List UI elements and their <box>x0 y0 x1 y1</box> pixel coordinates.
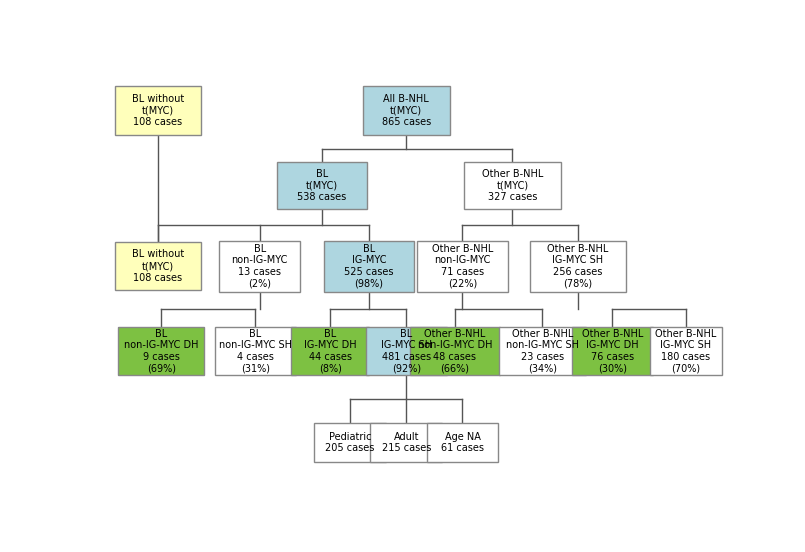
Text: BL
IG-MYC SH
481 cases
(92%): BL IG-MYC SH 481 cases (92%) <box>381 328 432 373</box>
Bar <box>410 327 500 375</box>
Bar <box>314 423 386 461</box>
Text: BL
IG-MYC DH
44 cases
(8%): BL IG-MYC DH 44 cases (8%) <box>304 328 357 373</box>
Text: Other B-NHL
IG-MYC SH
180 cases
(70%): Other B-NHL IG-MYC SH 180 cases (70%) <box>655 328 716 373</box>
Bar <box>215 327 296 375</box>
Bar <box>370 423 442 461</box>
Text: Other B-NHL
IG-MYC DH
76 cases
(30%): Other B-NHL IG-MYC DH 76 cases (30%) <box>581 328 643 373</box>
Bar <box>530 241 626 291</box>
Text: BL
non-IG-MYC SH
4 cases
(31%): BL non-IG-MYC SH 4 cases (31%) <box>219 328 292 373</box>
Text: BL without
t(MYC)
108 cases: BL without t(MYC) 108 cases <box>132 250 184 283</box>
Text: Pediatric
205 cases: Pediatric 205 cases <box>325 432 375 453</box>
Bar <box>417 241 508 291</box>
Bar <box>572 327 653 375</box>
Bar <box>498 327 586 375</box>
Bar <box>427 423 498 461</box>
Text: BL
t(MYC)
538 cases: BL t(MYC) 538 cases <box>298 169 347 202</box>
Text: Other B-NHL
IG-MYC SH
256 cases
(78%): Other B-NHL IG-MYC SH 256 cases (78%) <box>547 243 609 288</box>
Text: Adult
215 cases: Adult 215 cases <box>382 432 431 453</box>
Bar <box>362 87 450 135</box>
Text: Age NA
61 cases: Age NA 61 cases <box>441 432 484 453</box>
Text: Other B-NHL
t(MYC)
327 cases: Other B-NHL t(MYC) 327 cases <box>481 169 543 202</box>
Bar <box>115 242 201 290</box>
Bar <box>118 327 204 375</box>
Text: BL without
t(MYC)
108 cases: BL without t(MYC) 108 cases <box>132 94 184 128</box>
Bar <box>464 162 561 209</box>
Bar <box>324 241 414 291</box>
Bar <box>291 327 369 375</box>
Text: All B-NHL
t(MYC)
865 cases: All B-NHL t(MYC) 865 cases <box>382 94 431 128</box>
Text: Other B-NHL
non-IG-MYC
71 cases
(22%): Other B-NHL non-IG-MYC 71 cases (22%) <box>431 243 493 288</box>
Text: BL
non-IG-MYC
13 cases
(2%): BL non-IG-MYC 13 cases (2%) <box>232 243 288 288</box>
Bar <box>365 327 447 375</box>
Text: BL
non-IG-MYC DH
9 cases
(69%): BL non-IG-MYC DH 9 cases (69%) <box>124 328 198 373</box>
Bar <box>219 241 300 291</box>
Text: Other B-NHL
non-IG-MYC DH
48 cases
(66%): Other B-NHL non-IG-MYC DH 48 cases (66%) <box>418 328 492 373</box>
Bar <box>650 327 722 375</box>
Bar <box>115 87 201 135</box>
Bar <box>277 162 367 209</box>
Text: Other B-NHL
non-IG-MYC SH
23 cases
(34%): Other B-NHL non-IG-MYC SH 23 cases (34%) <box>506 328 579 373</box>
Text: BL
IG-MYC
525 cases
(98%): BL IG-MYC 525 cases (98%) <box>345 243 394 288</box>
